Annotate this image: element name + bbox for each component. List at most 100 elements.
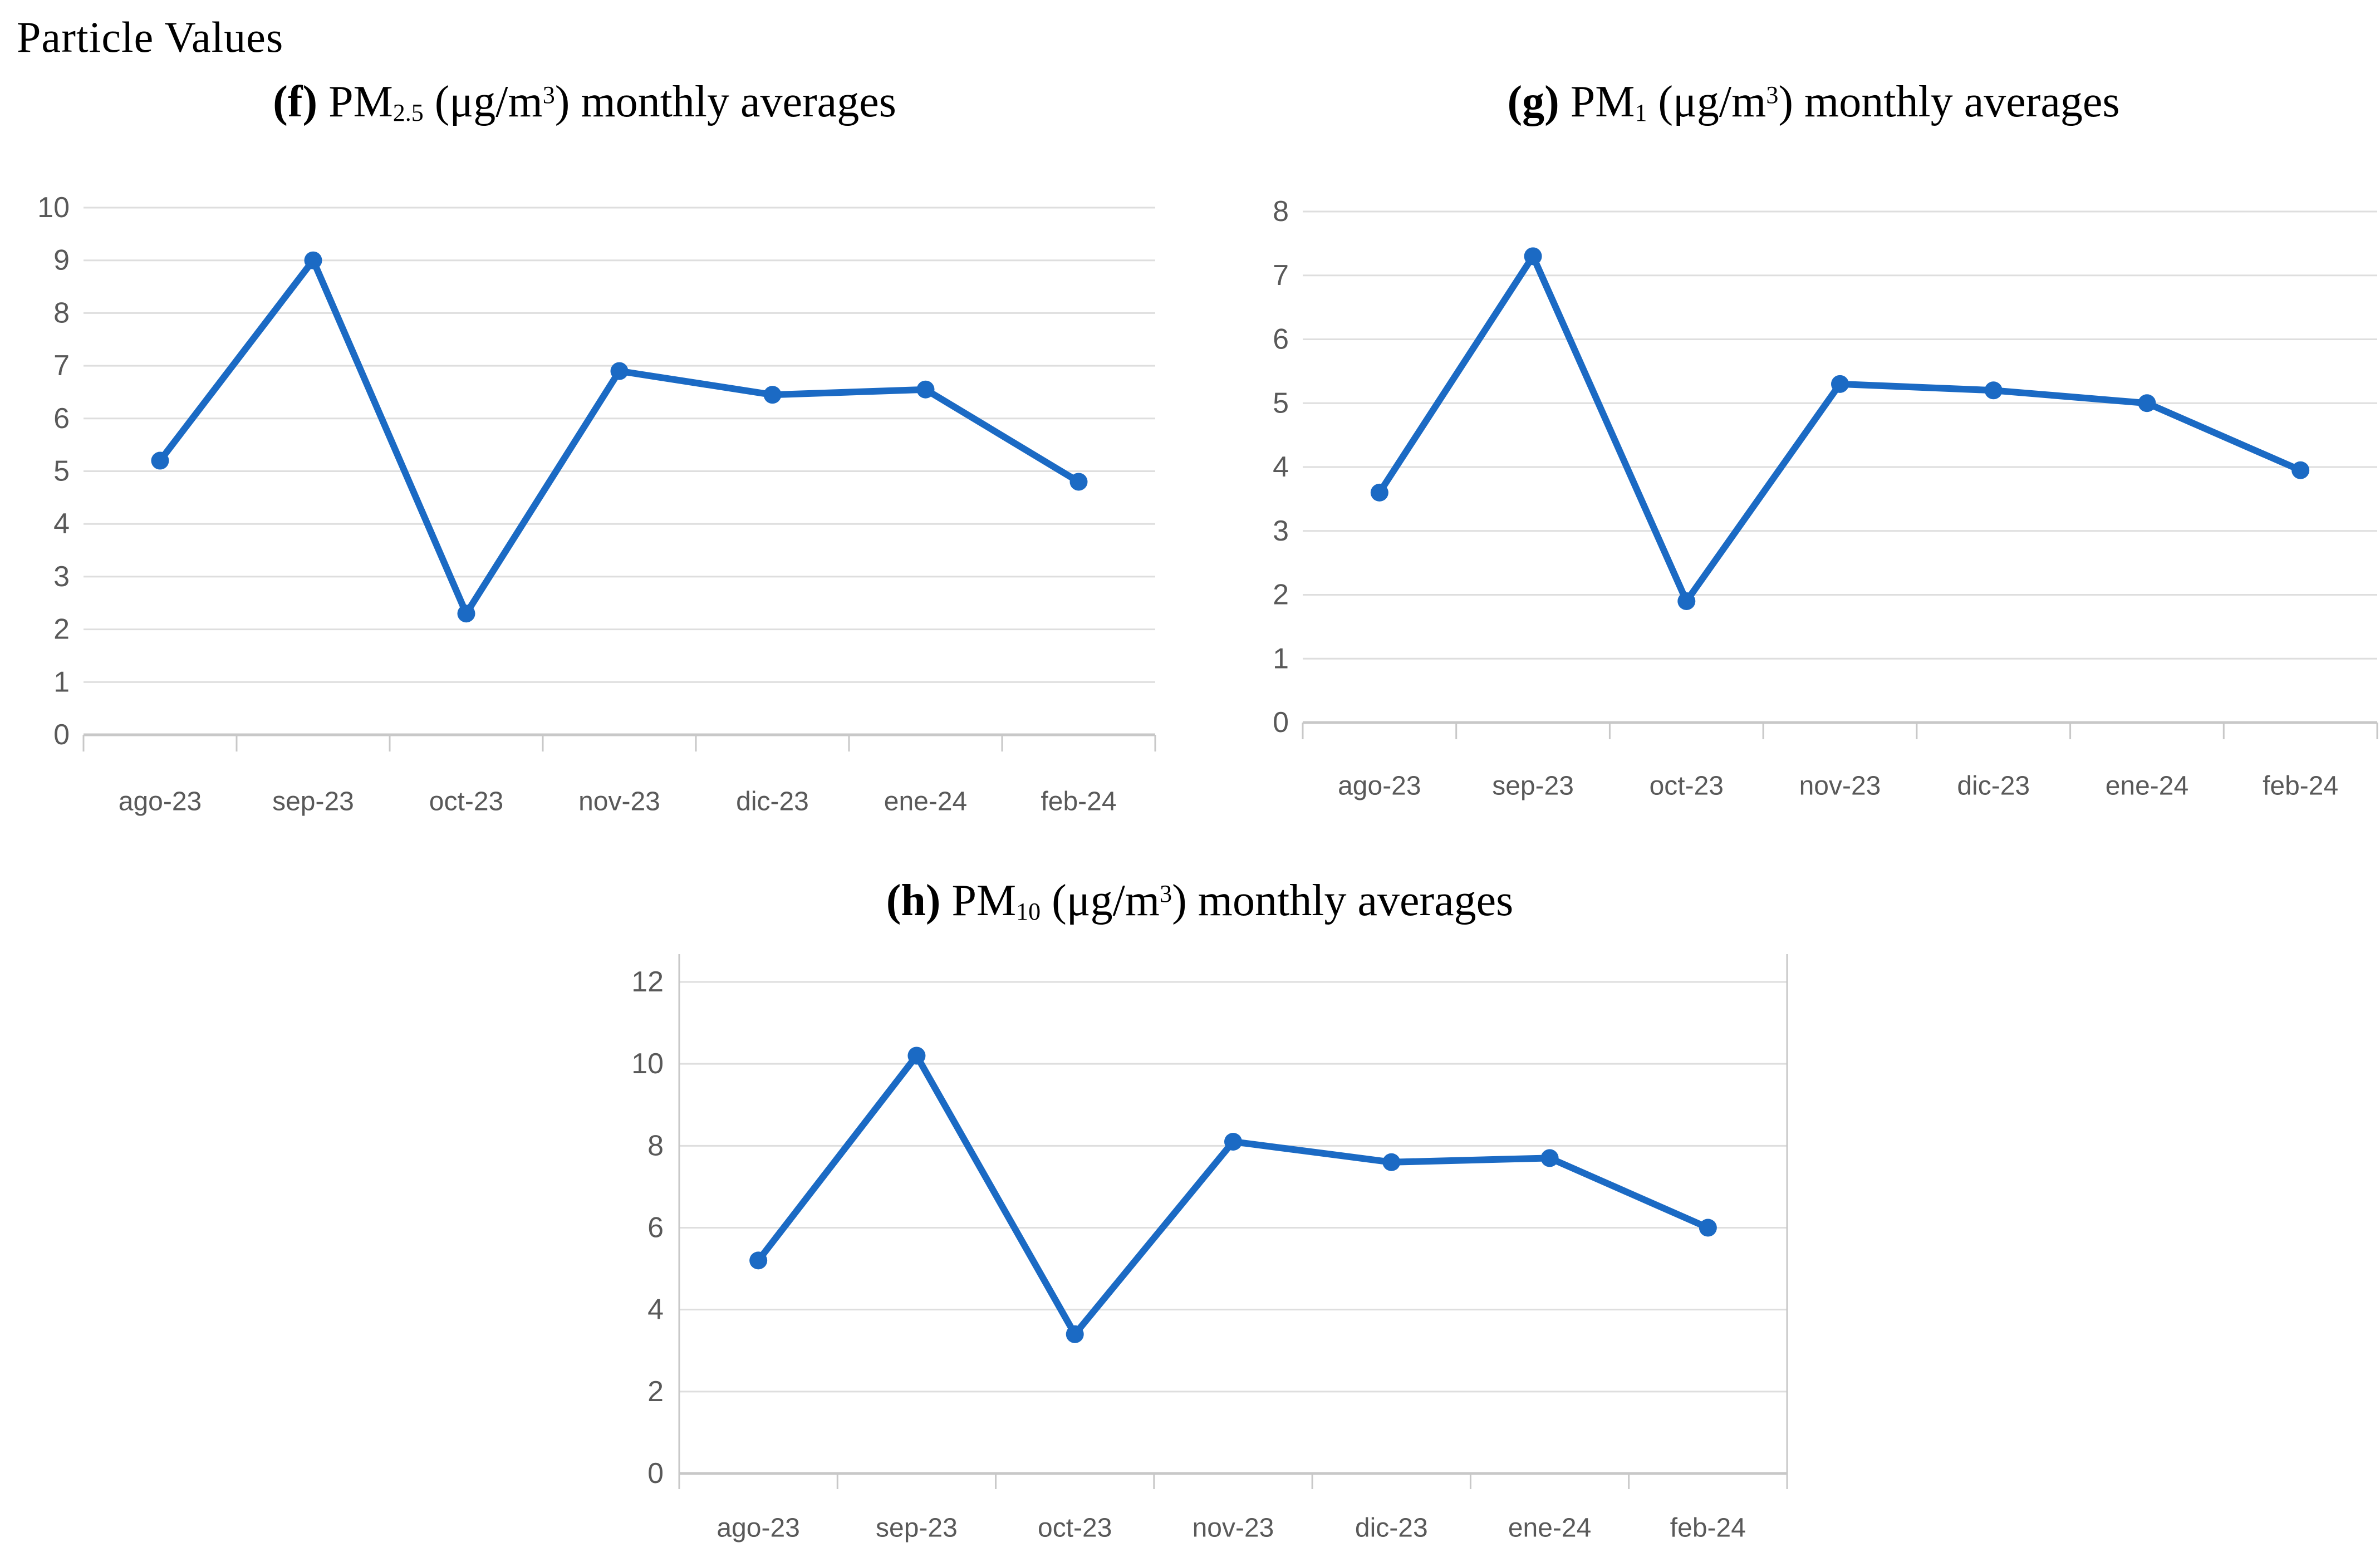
x-tick-label: ago-23 — [717, 1514, 799, 1543]
data-point — [1540, 1149, 1559, 1167]
chart-f-title-pm: PM — [317, 77, 393, 126]
y-tick-label: 2 — [647, 1376, 664, 1408]
chart-g-title-suffix: ) monthly averages — [1778, 77, 2120, 126]
y-tick-label: 7 — [53, 350, 70, 382]
chart-h-plot: 0 2 4 6 8 10 12 ago-23 sep-23 oct-23 nov-23 dic-23 e… — [631, 954, 1788, 1543]
data-point — [1984, 381, 2003, 400]
y-tick-label: 8 — [647, 1129, 664, 1162]
x-tick-label: ene-24 — [2106, 772, 2188, 801]
y-tick-label: 0 — [1273, 706, 1289, 739]
x-tick-label: dic-23 — [736, 787, 809, 817]
y-tick-label: 8 — [1273, 195, 1289, 228]
x-tick-label: sep-23 — [876, 1514, 958, 1543]
data-point — [2291, 461, 2310, 479]
y-tick-label: 4 — [647, 1294, 664, 1326]
y-tick-label: 10 — [37, 191, 70, 224]
y-tick-label: 4 — [1273, 451, 1289, 483]
x-tick-label: dic-23 — [1957, 772, 2030, 801]
x-tick-label: nov-23 — [1799, 772, 1881, 801]
chart-h-title-pm: PM — [940, 876, 1017, 925]
data-point — [1370, 483, 1388, 502]
chart-h-title-pm-subscript: 10 — [1016, 897, 1041, 925]
y-tick-label: 3 — [53, 561, 70, 593]
chart-f-title-index: (f) — [273, 77, 318, 126]
x-tick-label: oct-23 — [1038, 1514, 1112, 1543]
y-tick-label: 8 — [53, 297, 70, 329]
data-point — [1066, 1325, 1084, 1343]
chart-g-title: (g) PM1 (μg/m3) monthly averages — [1247, 77, 2380, 127]
data-point — [304, 251, 322, 269]
data-point — [151, 451, 169, 470]
x-tick-label: ago-23 — [1338, 772, 1421, 801]
data-point — [1699, 1219, 1717, 1237]
x-tick-label: oct-23 — [429, 787, 503, 817]
x-tick-label: dic-23 — [1355, 1514, 1428, 1543]
chart-g-plot: 0 1 2 3 4 5 6 7 8 ago-23 sep-23 oct-23 nov-23 dic-23 e… — [1273, 195, 2378, 801]
y-tick-label: 0 — [53, 719, 70, 751]
x-tick-label: sep-23 — [272, 787, 354, 817]
chart-f-title-suffix: ) monthly averages — [554, 77, 896, 126]
data-point — [1677, 592, 1696, 610]
chart-g-title-index: (g) — [1507, 77, 1559, 126]
data-point — [1382, 1153, 1401, 1171]
y-tick-label: 6 — [53, 402, 70, 435]
y-tick-label: 12 — [631, 966, 664, 998]
y-tick-label: 2 — [1273, 579, 1289, 611]
chart-h-title-index: (h) — [886, 876, 941, 925]
series-line — [755, 1052, 1711, 1338]
data-point — [1831, 375, 1849, 393]
chart-h-title-suffix: ) monthly averages — [1172, 876, 1514, 925]
x-tick-label: nov-23 — [1193, 1514, 1274, 1543]
data-point — [1069, 473, 1088, 491]
y-tick-label: 0 — [647, 1457, 664, 1490]
x-tick-label: sep-23 — [1492, 772, 1574, 801]
chart-h-title-unit: (μg/m — [1041, 876, 1160, 925]
x-tick-label: ago-23 — [119, 787, 202, 817]
y-tick-label: 7 — [1273, 259, 1289, 292]
chart-g-title-unit-superscript: 3 — [1766, 81, 1779, 109]
x-tick-label: nov-23 — [578, 787, 660, 817]
y-tick-label: 9 — [53, 244, 70, 277]
x-tick-label: feb-24 — [1670, 1514, 1746, 1543]
y-tick-label: 6 — [1273, 323, 1289, 356]
chart-f-title-unit-superscript: 3 — [542, 81, 555, 109]
chart-f-title-pm-subscript: 2.5 — [392, 99, 424, 126]
chart-h-title: (h) PM10 (μg/m3) monthly averages — [601, 876, 1798, 926]
data-point — [763, 386, 782, 404]
y-tick-label: 3 — [1273, 515, 1289, 547]
data-point — [1224, 1132, 1242, 1151]
data-point — [610, 362, 629, 380]
x-tick-label: oct-23 — [1650, 772, 1724, 801]
data-point — [457, 605, 475, 623]
data-point — [916, 380, 935, 399]
x-tick-label: feb-24 — [2263, 772, 2338, 801]
data-point — [749, 1251, 768, 1270]
data-point — [1524, 247, 1542, 266]
y-tick-label: 1 — [53, 666, 70, 698]
chart-g-title-pm-subscript: 1 — [1635, 99, 1647, 126]
x-tick-label: feb-24 — [1041, 787, 1116, 817]
y-tick-label: 1 — [1273, 642, 1289, 675]
x-tick-label: ene-24 — [884, 787, 967, 817]
y-tick-label: 10 — [631, 1048, 664, 1080]
data-point — [907, 1047, 926, 1065]
x-tick-label: ene-24 — [1508, 1514, 1591, 1543]
chart-f-title: (f) PM2.5 (μg/m3) monthly averages — [0, 77, 1169, 127]
y-tick-label: 5 — [1273, 387, 1289, 419]
y-tick-label: 2 — [53, 613, 70, 646]
chart-g-title-unit: (μg/m — [1647, 77, 1766, 126]
chart-f-title-unit: (μg/m — [423, 77, 543, 126]
series-line — [1376, 253, 2304, 605]
y-tick-label: 6 — [647, 1212, 664, 1244]
chart-h-title-unit-superscript: 3 — [1160, 880, 1172, 907]
y-tick-label: 5 — [53, 455, 70, 488]
y-tick-label: 4 — [53, 508, 70, 540]
chart-g-title-pm: PM — [1559, 77, 1635, 126]
data-point — [2138, 394, 2156, 412]
chart-f-plot: 0 1 2 3 4 5 6 7 8 9 10 ago-23 sep-23 oct-23 nov-23 dic-… — [37, 191, 1156, 817]
page-title: Particle Values — [17, 13, 284, 61]
